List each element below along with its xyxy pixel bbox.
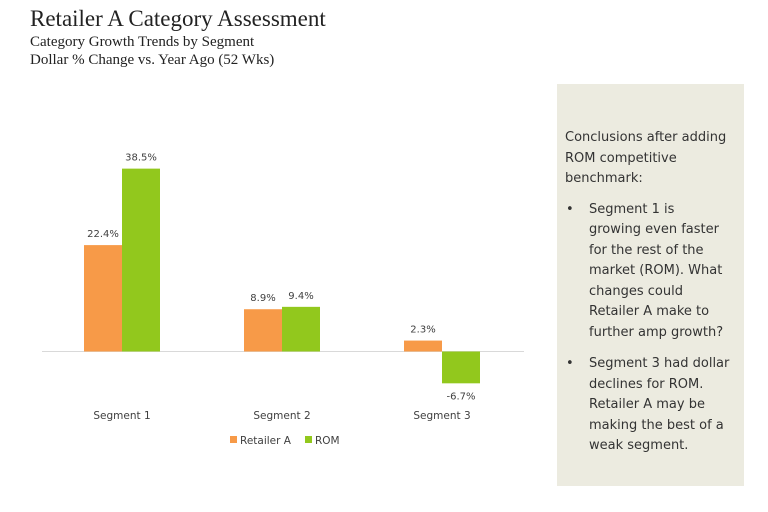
data-label: 2.3% [410,325,435,336]
page-subtitle: Category Growth Trends by Segment [30,34,255,50]
conclusions-list: • Segment 1 is growing even faster for t… [565,200,730,457]
legend-swatch [305,436,312,443]
x-tick-label: Segment 2 [253,410,310,422]
bar-chart: 22.4% 8.9% 2.3% 38.5% 9.4% -6.7% Segment 1 Segm… [42,153,524,447]
data-label: 9.4% [288,291,313,302]
conclusion-text: Segment 1 is growing even faster for the… [589,201,724,340]
bullet-icon: • [566,356,574,371]
legend-label: ROM [315,435,340,447]
bullet-icon: • [566,201,574,217]
page-title: Retailer A Category Assessment [30,6,326,31]
conclusion-text: Segment 3 had dollar declines for ROM. R… [589,356,730,453]
x-tick-label: Segment 3 [413,410,470,422]
legend-swatch [230,436,237,443]
data-label: 38.5% [125,153,157,164]
data-label: 8.9% [250,293,275,304]
bar-rom [442,351,480,384]
bar-rom [122,168,160,352]
conclusion-item: • Segment 1 is growing even faster for t… [565,200,730,344]
bar-retailer-a [404,340,442,352]
conclusions-intro: Conclusions after adding ROM competitive… [565,130,727,186]
bar-retailer-a [244,309,282,352]
bar-rom [282,306,320,352]
legend-label: Retailer A [240,435,292,447]
data-label: -6.7% [446,391,475,402]
bar-retailer-a [84,245,122,352]
page-subtitle-metric: Dollar % Change vs. Year Ago (52 Wks) [30,52,275,68]
conclusion-item: • Segment 3 had dollar declines for ROM.… [565,354,730,457]
data-label: 22.4% [87,229,119,240]
x-tick-label: Segment 1 [93,410,150,422]
conclusions-panel: Conclusions after adding ROM competitive… [557,84,744,486]
